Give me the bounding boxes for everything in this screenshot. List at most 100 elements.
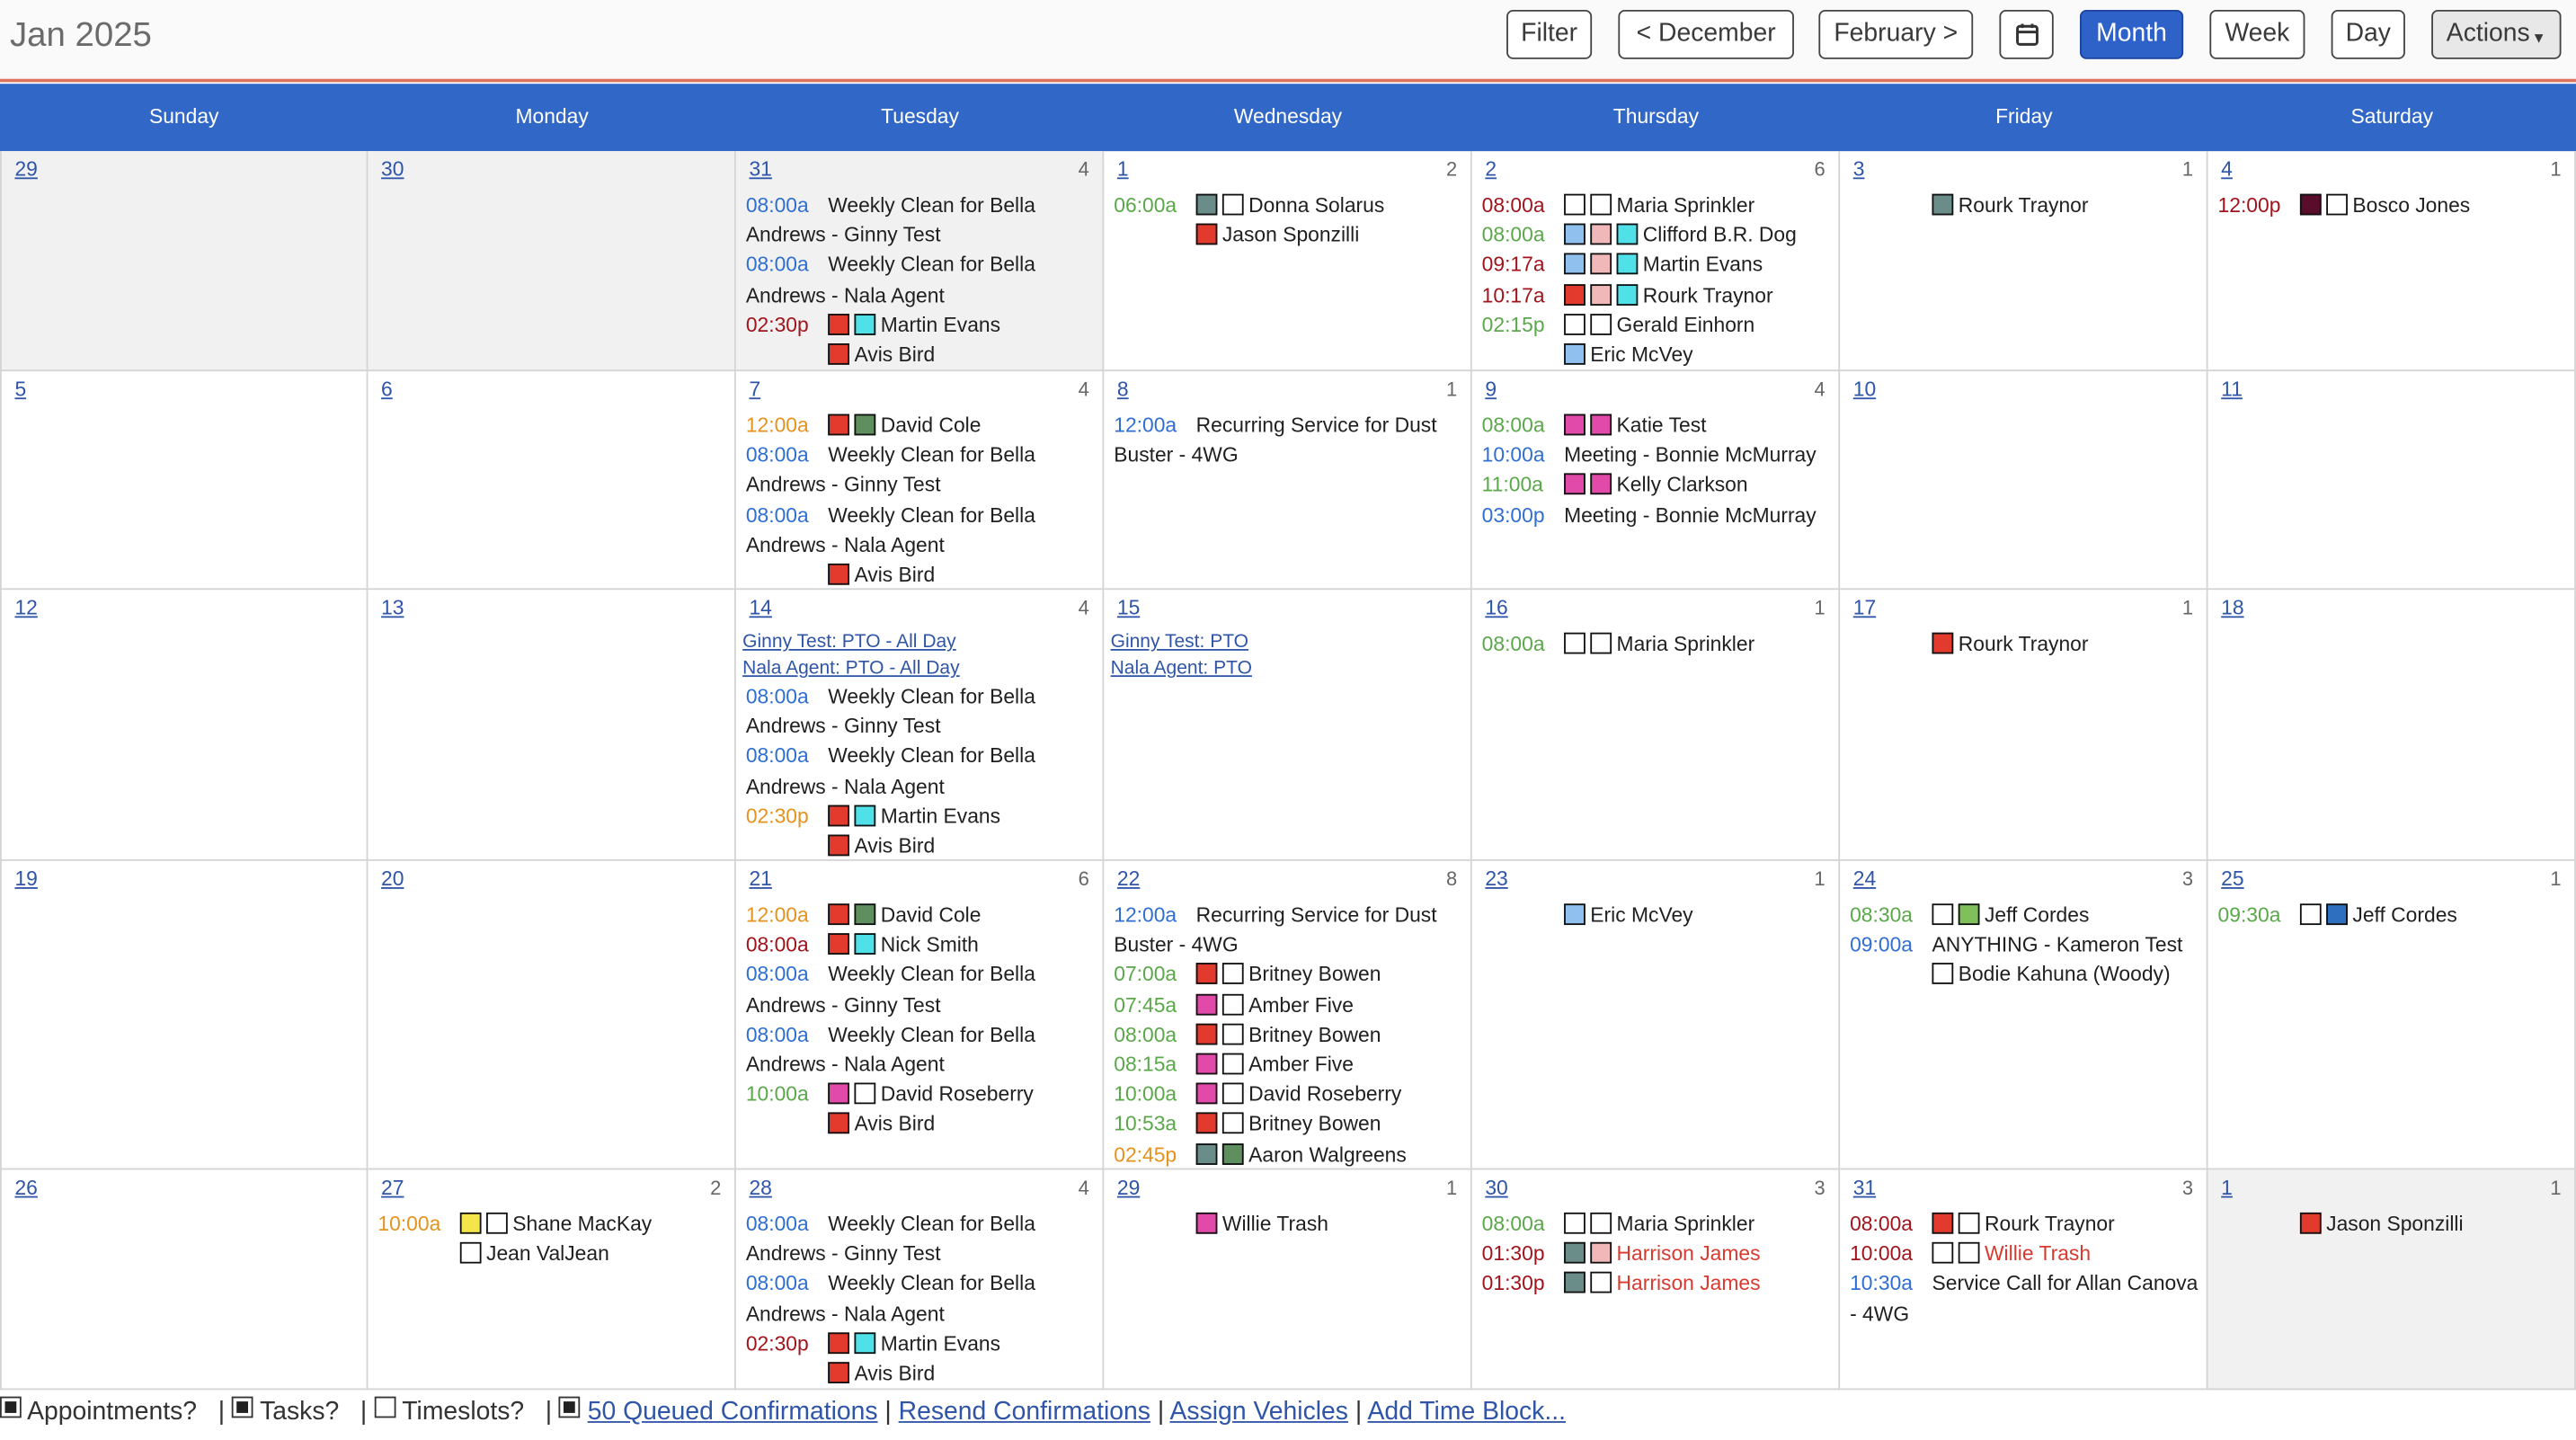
calendar-event[interactable]: 08:00a Weekly Clean for Bella Andrews - G… — [742, 191, 1096, 251]
day-cell[interactable]: 30 — [368, 151, 736, 372]
day-cell[interactable]: 6 — [368, 371, 736, 591]
month-view-button[interactable]: Month — [2079, 9, 2184, 59]
calendar-event[interactable]: 03:00p Meeting - Bonnie McMurray — [1479, 501, 1832, 530]
calendar-event[interactable]: 12:00a David Cole — [742, 901, 1096, 930]
day-cell[interactable]: 20 — [368, 860, 736, 1170]
queued-confirmations-link[interactable]: 50 Queued Confirmations — [587, 1398, 878, 1427]
day-number-link[interactable]: 16 — [1485, 596, 1508, 620]
confirmations-checkbox[interactable] — [559, 1396, 581, 1418]
calendar-event[interactable]: Avis Bird — [742, 1110, 1096, 1140]
calendar-event[interactable]: 08:00a Maria Sprinkler — [1479, 191, 1832, 220]
day-number-link[interactable]: 13 — [381, 596, 404, 620]
day-cell[interactable]: 29 1 Willie Trash — [1104, 1169, 1472, 1391]
calendar-event[interactable]: 10:00a Willie Trash — [1846, 1240, 2199, 1269]
day-number-link[interactable]: 12 — [14, 596, 38, 620]
calendar-event[interactable]: 12:00a David Cole — [742, 411, 1096, 440]
day-cell[interactable]: 31 3 08:00a Rourk Traynor 10:00a Willie Trash… — [1840, 1169, 2208, 1391]
day-number-link[interactable]: 22 — [1116, 867, 1141, 891]
pto-link[interactable]: Ginny Test: PTO - All Day — [742, 632, 956, 653]
day-cell[interactable]: 13 — [368, 590, 736, 861]
calendar-event[interactable]: 08:00a Weekly Clean for Bella Andrews - N… — [742, 1020, 1096, 1080]
calendar-event[interactable]: 08:00a Maria Sprinkler — [1479, 1209, 1832, 1239]
day-cell[interactable]: 2 6 08:00a Maria Sprinkler 08:00a Clifford B.… — [1471, 151, 1841, 372]
day-cell[interactable]: 3 1 Rourk Traynor — [1840, 151, 2208, 372]
calendar-event[interactable]: Jason Sponzilli — [1111, 220, 1464, 250]
day-number-link[interactable]: 31 — [1852, 1176, 1877, 1200]
calendar-event[interactable]: 07:45a Amber Five — [1111, 990, 1464, 1019]
week-view-button[interactable]: Week — [2209, 9, 2305, 59]
day-number-link[interactable]: 3 — [1852, 157, 1865, 182]
day-number-link[interactable]: 19 — [14, 867, 38, 891]
day-cell[interactable]: 10 — [1840, 371, 2208, 591]
calendar-event[interactable]: 08:00a Rourk Traynor — [1846, 1209, 2199, 1239]
date-picker-button[interactable] — [1999, 9, 2054, 59]
calendar-event[interactable]: Avis Bird — [742, 340, 1096, 369]
filter-button[interactable]: Filter — [1506, 9, 1593, 59]
day-number-link[interactable]: 9 — [1485, 378, 1497, 401]
day-cell[interactable]: 23 1 Eric McVey — [1471, 860, 1841, 1170]
day-cell[interactable]: 29 — [0, 151, 369, 372]
calendar-event[interactable]: 08:00a Clifford B.R. Dog — [1479, 220, 1832, 250]
day-number-link[interactable]: 23 — [1485, 867, 1508, 891]
day-cell[interactable]: 17 1 Rourk Traynor — [1840, 590, 2208, 861]
calendar-event[interactable]: 08:00a Weekly Clean for Bella Andrews - G… — [742, 440, 1096, 501]
day-cell[interactable]: 24 3 08:30a Jeff Cordes 09:00a ANYTHING - Kam… — [1840, 860, 2208, 1170]
day-cell[interactable]: 25 1 09:30a Jeff Cordes — [2207, 860, 2576, 1170]
calendar-event[interactable]: 09:17a Martin Evans — [1479, 251, 1832, 280]
day-cell[interactable]: 31 4 08:00a Weekly Clean for Bella Andrews … — [735, 151, 1105, 372]
calendar-event[interactable]: Rourk Traynor — [1846, 191, 2199, 220]
calendar-event[interactable]: 10:17a Rourk Traynor — [1479, 280, 1832, 310]
calendar-event[interactable]: 08:00a Weekly Clean for Bella Andrews - N… — [742, 742, 1096, 802]
day-cell[interactable]: 4 1 12:00p Bosco Jones — [2207, 151, 2576, 372]
day-number-link[interactable]: 21 — [749, 867, 772, 891]
calendar-event[interactable]: 08:00a Weekly Clean for Bella Andrews - N… — [742, 1269, 1096, 1329]
calendar-event[interactable]: 10:00a Shane MacKay — [375, 1209, 728, 1239]
calendar-event[interactable]: 08:00a Weekly Clean for Bella Andrews - G… — [742, 960, 1096, 1020]
day-cell[interactable]: 26 — [0, 1169, 369, 1391]
calendar-event[interactable]: 10:00a Meeting - Bonnie McMurray — [1479, 440, 1832, 470]
day-number-link[interactable]: 31 — [749, 157, 772, 182]
day-number-link[interactable]: 29 — [14, 157, 38, 182]
day-number-link[interactable]: 28 — [749, 1176, 772, 1200]
day-cell[interactable]: 11 — [2207, 371, 2576, 591]
pto-link[interactable]: Nala Agent: PTO — [1110, 658, 1252, 679]
calendar-event[interactable]: 08:00a Weekly Clean for Bella Andrews - N… — [742, 501, 1096, 561]
calendar-event[interactable]: Rourk Traynor — [1846, 629, 2199, 659]
day-view-button[interactable]: Day — [2331, 9, 2405, 59]
calendar-event[interactable]: Avis Bird — [742, 1359, 1096, 1389]
day-number-link[interactable]: 26 — [14, 1176, 38, 1200]
day-number-link[interactable]: 24 — [1852, 867, 1877, 891]
timeslots-checkbox[interactable] — [374, 1396, 395, 1418]
day-cell[interactable]: 15 Ginny Test: PTO Nala Agent: PTO — [1104, 590, 1472, 861]
calendar-event[interactable]: 02:30p Martin Evans — [742, 802, 1096, 831]
day-cell[interactable]: 16 1 08:00a Maria Sprinkler — [1471, 590, 1841, 861]
day-cell[interactable]: 22 8 12:00a Recurring Service for Dust Bust… — [1104, 860, 1472, 1170]
calendar-event[interactable]: 11:00a Kelly Clarkson — [1479, 470, 1832, 500]
calendar-event[interactable]: Bodie Kahuna (Woody) — [1846, 960, 2199, 990]
day-cell[interactable]: 18 — [2207, 590, 2576, 861]
calendar-event[interactable]: Eric McVey — [1479, 901, 1832, 930]
calendar-event[interactable]: 08:15a Amber Five — [1111, 1050, 1464, 1080]
day-number-link[interactable]: 7 — [749, 378, 761, 401]
day-number-link[interactable]: 11 — [2221, 378, 2243, 401]
day-cell[interactable]: 28 4 08:00a Weekly Clean for Bella Andrews … — [735, 1169, 1105, 1391]
day-cell[interactable]: 19 — [0, 860, 369, 1170]
day-cell[interactable]: 7 4 12:00a David Cole 08:00a Weekly Clean for… — [735, 371, 1105, 591]
day-number-link[interactable]: 1 — [2221, 1176, 2233, 1200]
day-number-link[interactable]: 5 — [14, 378, 27, 401]
day-number-link[interactable]: 30 — [381, 157, 404, 182]
calendar-event[interactable]: 08:00a Weekly Clean for Bella Andrews - G… — [742, 1209, 1096, 1269]
calendar-event[interactable]: Avis Bird — [742, 831, 1096, 859]
calendar-event[interactable]: 10:30a Service Call for Allan Canova - 4W… — [1846, 1269, 2199, 1329]
day-cell[interactable]: 1 2 06:00a Donna Solarus Jason Sponzilli — [1104, 151, 1472, 372]
calendar-event[interactable]: 09:00a ANYTHING - Kameron Test — [1846, 930, 2199, 960]
day-cell[interactable]: 1 1 Jason Sponzilli — [2207, 1169, 2576, 1391]
next-month-button[interactable]: February > — [1818, 9, 1974, 59]
day-cell[interactable]: 14 4 Ginny Test: PTO - All Day Nala Agent: … — [735, 590, 1105, 861]
calendar-event[interactable]: 09:30a Jeff Cordes — [2215, 901, 2568, 930]
calendar-event[interactable]: 06:00a Donna Solarus — [1111, 191, 1464, 220]
pto-link[interactable]: Ginny Test: PTO — [1110, 632, 1249, 653]
pto-link[interactable]: Nala Agent: PTO - All Day — [742, 658, 960, 679]
tasks-checkbox[interactable] — [231, 1396, 253, 1418]
calendar-event[interactable]: 10:00a David Roseberry — [1111, 1080, 1464, 1109]
